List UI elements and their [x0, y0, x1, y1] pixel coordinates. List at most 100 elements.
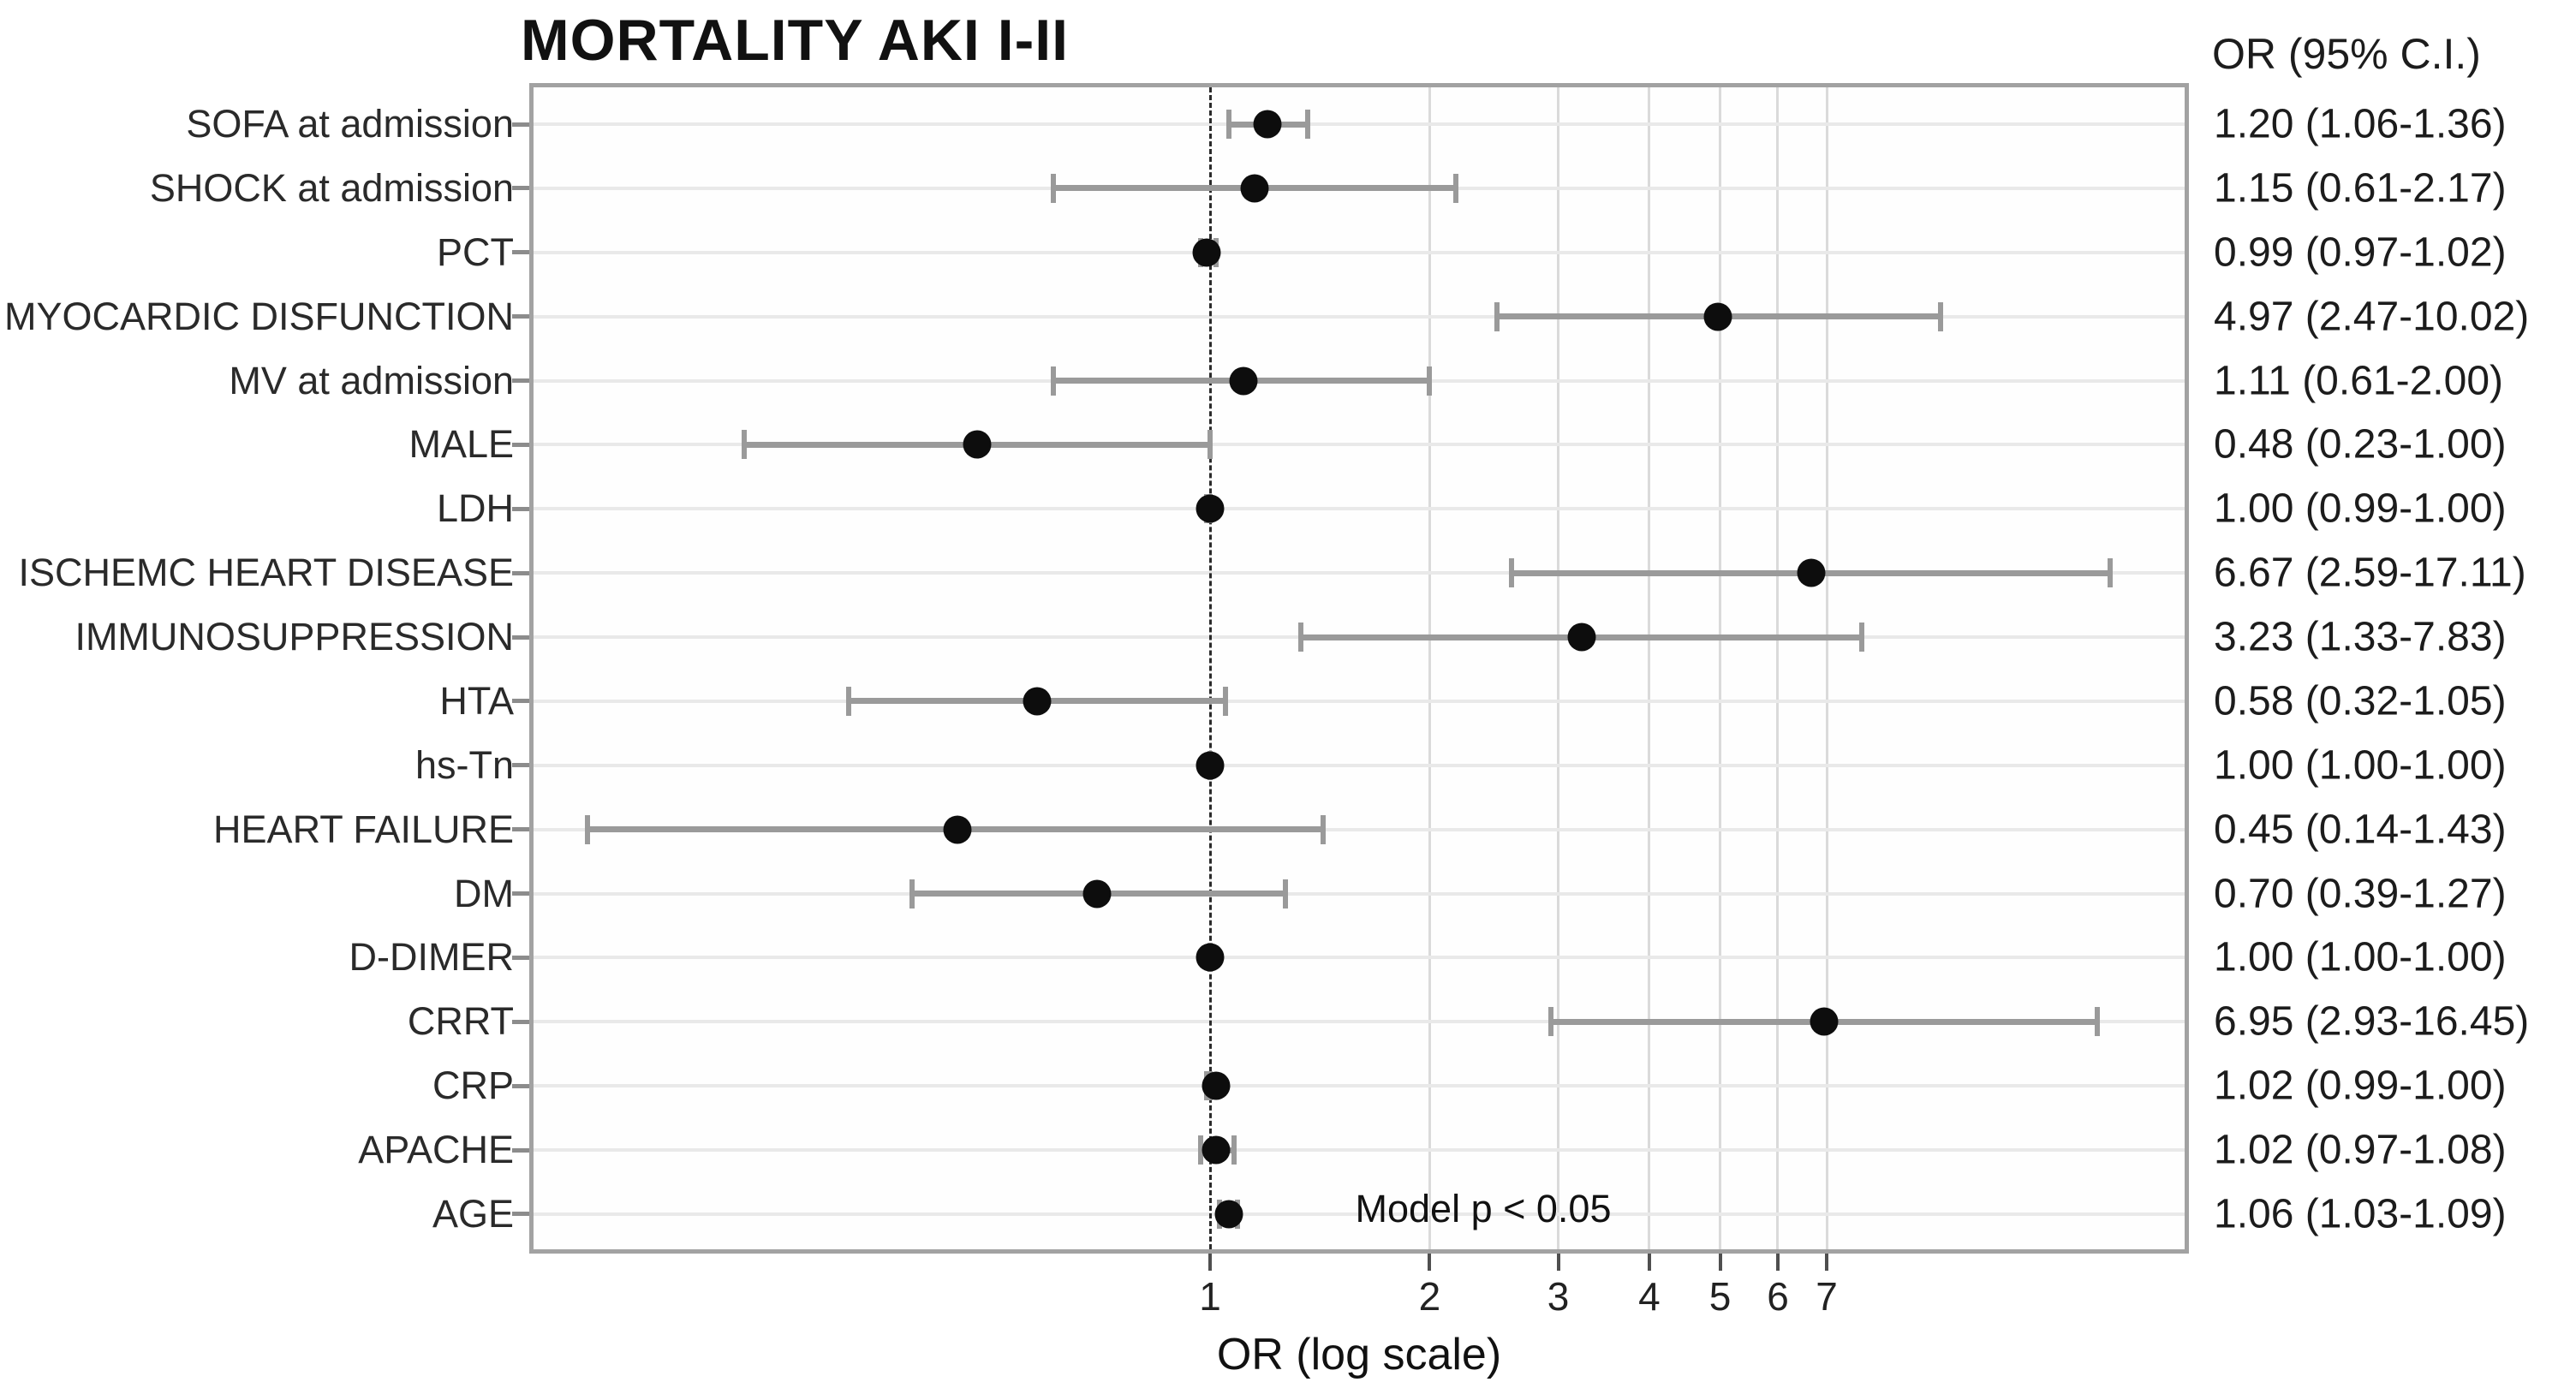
or-ci-value: 1.02 (0.99-1.00) — [2214, 1063, 2507, 1109]
row-gridline — [534, 443, 2185, 447]
ci-cap-low — [1547, 1007, 1553, 1037]
x-axis-tick — [1647, 1254, 1651, 1271]
ci-cap-high — [1283, 879, 1289, 909]
or-ci-value: 0.70 (0.39-1.27) — [2214, 871, 2507, 917]
or-marker — [1202, 1071, 1231, 1100]
ci-cap-low — [1051, 366, 1057, 396]
ci-cap-low — [1494, 301, 1500, 331]
x-tick-label: 1 — [1199, 1274, 1221, 1319]
row-label: ISCHEMC HEART DISEASE — [18, 551, 514, 595]
or-ci-value: 1.00 (1.00-1.00) — [2214, 934, 2507, 980]
x-axis-tick — [1428, 1254, 1432, 1271]
x-axis-tick — [1556, 1254, 1560, 1271]
row-label: PCT — [437, 229, 514, 274]
row-label: MV at admission — [229, 358, 514, 402]
row-label: MALE — [408, 422, 514, 467]
ci-cap-high — [1304, 110, 1310, 139]
row-label: hs-Tn — [414, 742, 514, 787]
row-label: APACHE — [358, 1128, 514, 1172]
y-axis-tick — [512, 122, 529, 127]
row-label: HEART FAILURE — [213, 807, 514, 851]
or-ci-value: 1.02 (0.97-1.08) — [2214, 1127, 2507, 1173]
or-marker — [1082, 879, 1112, 909]
or-ci-value: 6.95 (2.93-16.45) — [2214, 998, 2530, 1045]
row-gridline — [534, 1148, 2185, 1153]
y-axis-tick — [512, 570, 529, 575]
row-gridline — [534, 699, 2185, 703]
ci-cap-high — [1859, 623, 1865, 652]
or-ci-value: 0.99 (0.97-1.02) — [2214, 229, 2507, 276]
or-marker — [1196, 751, 1225, 780]
x-axis-tick — [1775, 1254, 1780, 1271]
y-axis-tick — [512, 1212, 529, 1217]
plot-panel — [529, 83, 2189, 1254]
model-p-annotation: Model p < 0.05 — [1355, 1187, 1612, 1230]
row-gridline — [534, 1020, 2185, 1024]
or-ci-value: 1.00 (1.00-1.00) — [2214, 742, 2507, 789]
reference-line — [1208, 87, 1212, 1249]
y-axis-tick — [512, 1019, 529, 1024]
y-axis-tick — [512, 186, 529, 191]
y-axis-tick — [512, 827, 529, 832]
ci-cap-high — [1452, 173, 1458, 203]
y-axis-tick — [512, 250, 529, 255]
row-label: IMMUNOSUPPRESSION — [75, 615, 514, 659]
y-axis-tick — [512, 634, 529, 640]
x-gridline — [1648, 87, 1651, 1249]
row-gridline — [534, 314, 2185, 319]
or-marker — [943, 815, 972, 844]
ci-cap-low — [1051, 173, 1057, 203]
ci-cap-low — [1509, 558, 1515, 588]
row-label: CRP — [432, 1063, 514, 1108]
row-label: HTA — [439, 678, 514, 723]
row-gridline — [534, 1212, 2185, 1216]
row-label: DM — [454, 871, 514, 915]
x-axis-tick — [1718, 1254, 1722, 1271]
row-label: CRRT — [407, 999, 514, 1044]
or-marker — [1202, 1135, 1231, 1165]
or-ci-value: 3.23 (1.33-7.83) — [2214, 614, 2507, 660]
row-gridline — [534, 827, 2185, 831]
x-gridline — [1557, 87, 1559, 1249]
y-axis-tick — [512, 442, 529, 447]
ci-cap-high — [1427, 366, 1433, 396]
ci-cap-low — [1197, 1135, 1203, 1165]
ci-cap-low — [742, 430, 748, 460]
or-marker — [1703, 302, 1732, 331]
y-axis-tick — [512, 699, 529, 704]
or-ci-value: 0.48 (0.23-1.00) — [2214, 421, 2507, 468]
x-tick-label: 6 — [1767, 1274, 1789, 1319]
x-tick-label: 5 — [1708, 1274, 1732, 1319]
x-gridline — [1719, 87, 1722, 1249]
or-ci-value: 0.45 (0.14-1.43) — [2214, 807, 2507, 853]
ci-cap-low — [846, 686, 852, 716]
or-ci-value: 1.11 (0.61-2.00) — [2214, 358, 2503, 404]
y-axis-tick — [512, 378, 529, 384]
ci-cap-high — [1208, 430, 1213, 460]
row-gridline — [534, 571, 2185, 575]
or-marker — [1196, 494, 1225, 523]
x-tick-label: 3 — [1547, 1274, 1570, 1319]
or-marker — [1192, 238, 1221, 267]
y-axis-tick — [512, 506, 529, 511]
y-axis-tick — [512, 955, 529, 960]
y-axis-tick — [512, 891, 529, 897]
row-label: LDH — [436, 486, 514, 531]
row-gridline — [534, 891, 2185, 896]
x-tick-label: 2 — [1418, 1274, 1441, 1319]
ci-cap-high — [1223, 686, 1229, 716]
row-gridline — [534, 507, 2185, 511]
or-ci-value: 1.06 (1.03-1.09) — [2214, 1191, 2507, 1237]
y-axis-tick — [512, 314, 529, 319]
row-label: SOFA at admission — [186, 102, 514, 146]
or-marker — [1023, 687, 1052, 716]
or-marker — [1240, 174, 1269, 203]
x-gridline — [1825, 87, 1828, 1249]
or-ci-column-header: OR (95% C.I.) — [2212, 30, 2481, 78]
row-label: AGE — [432, 1191, 514, 1236]
x-gridline — [1776, 87, 1780, 1249]
or-marker — [1797, 558, 1826, 587]
ci-cap-low — [584, 814, 590, 844]
